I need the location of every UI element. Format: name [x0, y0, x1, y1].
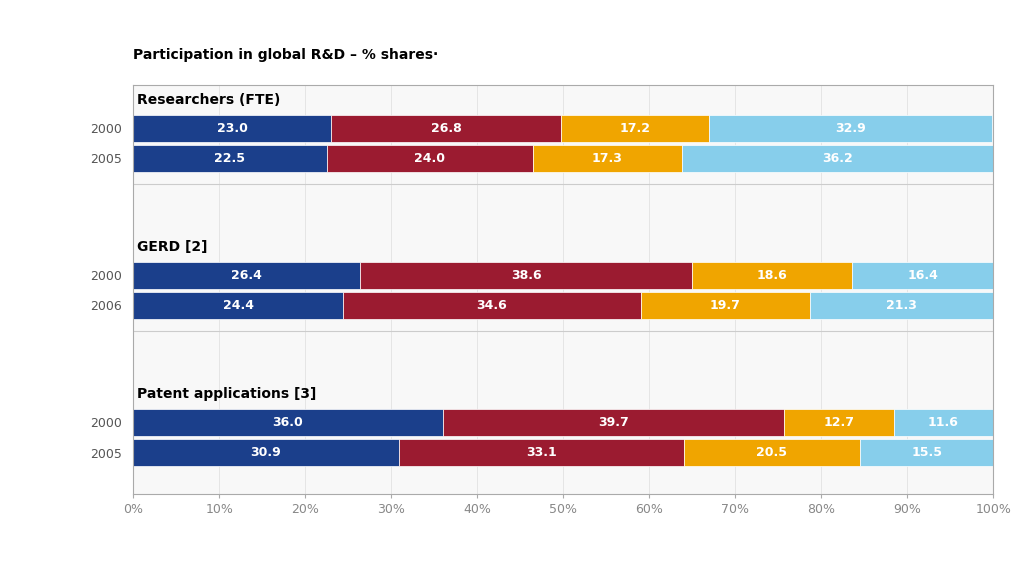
Text: 33.1: 33.1	[526, 446, 557, 459]
Text: 24.4: 24.4	[222, 299, 254, 312]
Bar	[692, 262, 852, 289]
Bar	[133, 292, 343, 319]
Text: 18.6: 18.6	[757, 269, 787, 282]
Text: 39.7: 39.7	[598, 416, 629, 429]
Text: 20.5: 20.5	[757, 446, 787, 459]
Text: 21.3: 21.3	[886, 299, 918, 312]
Text: 32.9: 32.9	[836, 122, 866, 135]
Text: 26.4: 26.4	[231, 269, 262, 282]
Bar	[133, 439, 399, 466]
Bar	[343, 292, 641, 319]
Text: 22.5: 22.5	[214, 152, 246, 165]
Text: 30.9: 30.9	[251, 446, 282, 459]
Bar	[399, 439, 684, 466]
Text: 36.0: 36.0	[272, 416, 303, 429]
Legend: EU-27, US, Developed Asian economies (JP+KR+SG+TW), Rest of the world [4]: EU-27, US, Developed Asian economies (JP…	[270, 566, 856, 568]
Text: Participation in global R&D – % shares·: Participation in global R&D – % shares·	[133, 48, 438, 62]
Bar	[327, 145, 534, 172]
Bar	[360, 262, 692, 289]
Bar	[133, 145, 327, 172]
Bar	[894, 408, 993, 436]
Bar	[331, 115, 561, 141]
Bar	[133, 115, 331, 141]
Bar	[641, 292, 810, 319]
Text: 24.0: 24.0	[415, 152, 445, 165]
Text: 36.2: 36.2	[822, 152, 853, 165]
Bar	[133, 262, 360, 289]
Bar	[860, 439, 993, 466]
Text: 17.2: 17.2	[620, 122, 651, 135]
Bar	[561, 115, 710, 141]
Text: GERD [2]: GERD [2]	[137, 240, 208, 254]
Bar	[684, 439, 860, 466]
Bar	[784, 408, 894, 436]
Text: 34.6: 34.6	[476, 299, 507, 312]
Text: Patent applications [3]: Patent applications [3]	[137, 387, 316, 402]
Text: 38.6: 38.6	[511, 269, 542, 282]
Text: 19.7: 19.7	[710, 299, 740, 312]
Bar	[852, 262, 993, 289]
Text: Researchers (FTE): Researchers (FTE)	[137, 93, 281, 107]
Text: 12.7: 12.7	[823, 416, 854, 429]
Text: 15.5: 15.5	[911, 446, 942, 459]
Bar	[810, 292, 993, 319]
Bar	[710, 115, 992, 141]
Bar	[534, 145, 682, 172]
Bar	[682, 145, 993, 172]
Text: 17.3: 17.3	[592, 152, 623, 165]
Text: 16.4: 16.4	[907, 269, 938, 282]
Bar	[442, 408, 784, 436]
Bar	[133, 408, 442, 436]
Text: 11.6: 11.6	[928, 416, 958, 429]
Text: 26.8: 26.8	[431, 122, 462, 135]
Text: 23.0: 23.0	[217, 122, 248, 135]
